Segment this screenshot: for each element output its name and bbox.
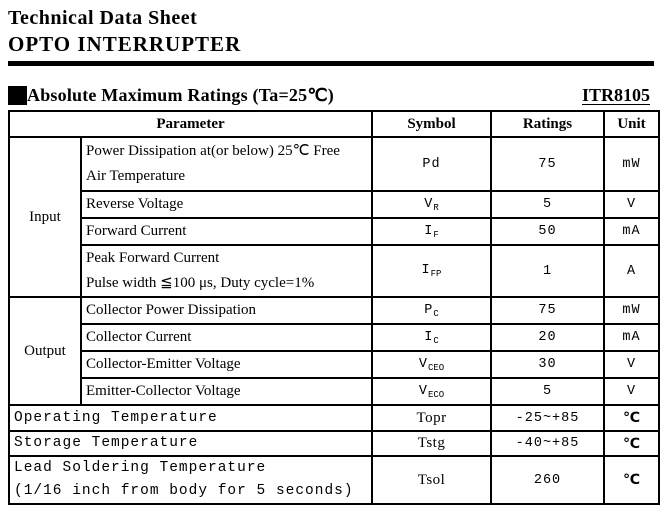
symbol-cell: Tstg (371, 430, 493, 457)
table-row: Reverse Voltage VR 5 V (9, 190, 661, 219)
black-square-icon (8, 85, 27, 105)
symbol-cell: IC (371, 323, 493, 352)
parameter-cell: Reverse Voltage (79, 190, 374, 219)
table-row: Forward Current IF 50 mA (9, 217, 661, 246)
rating-cell: 75 (490, 296, 606, 325)
unit-cell: ℃ (603, 430, 661, 457)
parameter-cell: Operating Temperature (7, 404, 374, 432)
parameter-cell: Forward Current (79, 217, 374, 246)
table-row: Collector-Emitter Voltage VCEO 30 V (9, 350, 661, 379)
table-row: Lead Soldering Temperature (1/16 inch fr… (7, 455, 661, 505)
rating-cell: 75 (490, 136, 606, 192)
part-number: ITR8105 (581, 84, 650, 105)
symbol-cell: VR (371, 190, 493, 219)
unit-cell: ℃ (603, 455, 661, 505)
unit-cell: V (603, 350, 661, 379)
table-row: Collector Current IC 20 mA (9, 323, 661, 352)
rating-cell: 30 (490, 350, 606, 379)
parameter-cell: Emitter-Collector Voltage (79, 377, 374, 406)
column-header-unit: Unit (603, 110, 661, 138)
symbol-cell: Pd (371, 136, 493, 192)
symbol-cell: IFP (371, 244, 493, 298)
table-row: Operating Temperature Topr -25~+85 ℃ (7, 404, 661, 432)
unit-cell: ℃ (603, 404, 661, 432)
rating-cell: -25~+85 (490, 404, 606, 432)
ratings-table: Parameter Symbol Ratings Unit Input Powe… (7, 110, 661, 505)
group-cell-input: Input (8, 136, 82, 298)
parameter-cell: Collector Current (79, 323, 374, 352)
table-header-row: Parameter Symbol Ratings Unit (7, 110, 661, 138)
parameter-cell: Power Dissipation at(or below) 25℃ Free … (79, 136, 374, 192)
rating-cell: 1 (490, 244, 606, 298)
symbol-cell: Tsol (371, 455, 493, 505)
page-title: Technical Data Sheet (8, 7, 198, 29)
parameter-cell: Collector-Emitter Voltage (79, 350, 374, 379)
rating-cell: 260 (490, 455, 606, 505)
table-row: Output Collector Power Dissipation PC 75… (8, 296, 661, 406)
unit-cell: mA (603, 323, 661, 352)
datasheet-page: Technical Data Sheet OPTO INTERRUPTER Ab… (7, 6, 661, 505)
unit-cell: V (603, 377, 661, 406)
section-heading: Absolute Maximum Ratings (Ta=25℃) (27, 84, 334, 105)
unit-cell: A (603, 244, 661, 298)
rating-cell: 5 (490, 377, 606, 406)
product-title: OPTO INTERRUPTER (8, 32, 242, 56)
rating-cell: 5 (490, 190, 606, 219)
unit-cell: mW (603, 136, 661, 192)
table-row: Storage Temperature Tstg -40~+85 ℃ (7, 430, 661, 457)
parameter-cell: Peak Forward Current Pulse width ≦100 μs… (79, 244, 374, 298)
table-row: Peak Forward Current Pulse width ≦100 μs… (9, 244, 661, 298)
group-cell-output: Output (8, 296, 82, 406)
table-row: Input Power Dissipation at(or below) 25℃… (8, 136, 661, 298)
rating-cell: -40~+85 (490, 430, 606, 457)
unit-cell: V (603, 190, 661, 219)
rating-cell: 50 (490, 217, 606, 246)
title-divider (8, 61, 654, 66)
column-header-ratings: Ratings (490, 110, 606, 138)
parameter-cell: Lead Soldering Temperature (1/16 inch fr… (7, 455, 374, 505)
column-header-parameter: Parameter (7, 110, 374, 138)
symbol-cell: VECO (371, 377, 493, 406)
symbol-cell: PC (371, 296, 493, 325)
title-block: Technical Data Sheet OPTO INTERRUPTER (8, 6, 658, 57)
symbol-cell: VCEO (371, 350, 493, 379)
column-header-symbol: Symbol (371, 110, 493, 138)
unit-cell: mA (603, 217, 661, 246)
section-header: Absolute Maximum Ratings (Ta=25℃) ITR810… (8, 83, 654, 107)
parameter-cell: Collector Power Dissipation (79, 296, 374, 325)
parameter-cell: Storage Temperature (7, 430, 374, 457)
unit-cell: mW (603, 296, 661, 325)
symbol-cell: Topr (371, 404, 493, 432)
table-row: Emitter-Collector Voltage VECO 5 V (9, 377, 661, 406)
symbol-cell: IF (371, 217, 493, 246)
rating-cell: 20 (490, 323, 606, 352)
